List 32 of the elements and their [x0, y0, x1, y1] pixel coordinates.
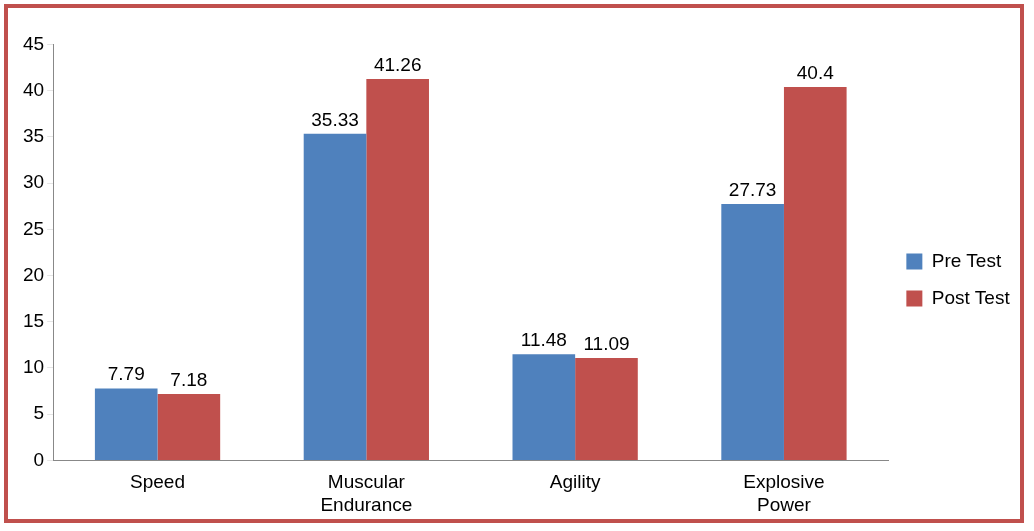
- x-tick-label: Muscular Endurance: [320, 471, 413, 515]
- data-label: 11.48: [520, 329, 567, 351]
- data-label: 40.4: [796, 61, 835, 83]
- data-label: 27.73: [728, 178, 777, 200]
- data-label: 11.09: [583, 332, 630, 354]
- x-tick-label: Speed: [130, 471, 186, 493]
- bar: [783, 86, 847, 460]
- data-label: 35.33: [311, 108, 359, 130]
- y-tick-label: 15: [22, 309, 45, 331]
- legend-label: Post Test: [931, 286, 1011, 308]
- y-tick-label: 20: [22, 263, 45, 285]
- y-tick-label: 25: [22, 217, 45, 239]
- bar: [721, 204, 784, 460]
- data-label: 7.79: [107, 363, 145, 385]
- y-tick-label: 35: [22, 125, 45, 147]
- y-tick-label: 40: [22, 78, 45, 100]
- x-tick-label: Explosive Power: [743, 471, 825, 515]
- y-tick-label: 5: [33, 402, 45, 424]
- bar: [94, 388, 158, 460]
- bar: [575, 357, 638, 460]
- legend-label: Pre Test: [931, 249, 1002, 271]
- y-tick-label: 30: [22, 171, 45, 193]
- y-tick-label: 45: [22, 32, 45, 54]
- y-tick-label: 0: [33, 448, 45, 470]
- x-tick-label: Agility: [549, 471, 601, 493]
- bar: [157, 394, 221, 460]
- y-tick-label: 10: [22, 356, 45, 378]
- data-label: 7.18: [170, 368, 208, 390]
- bar: [366, 78, 429, 460]
- bar: [303, 133, 367, 460]
- data-label: 41.26: [373, 53, 422, 75]
- bar: [512, 354, 576, 460]
